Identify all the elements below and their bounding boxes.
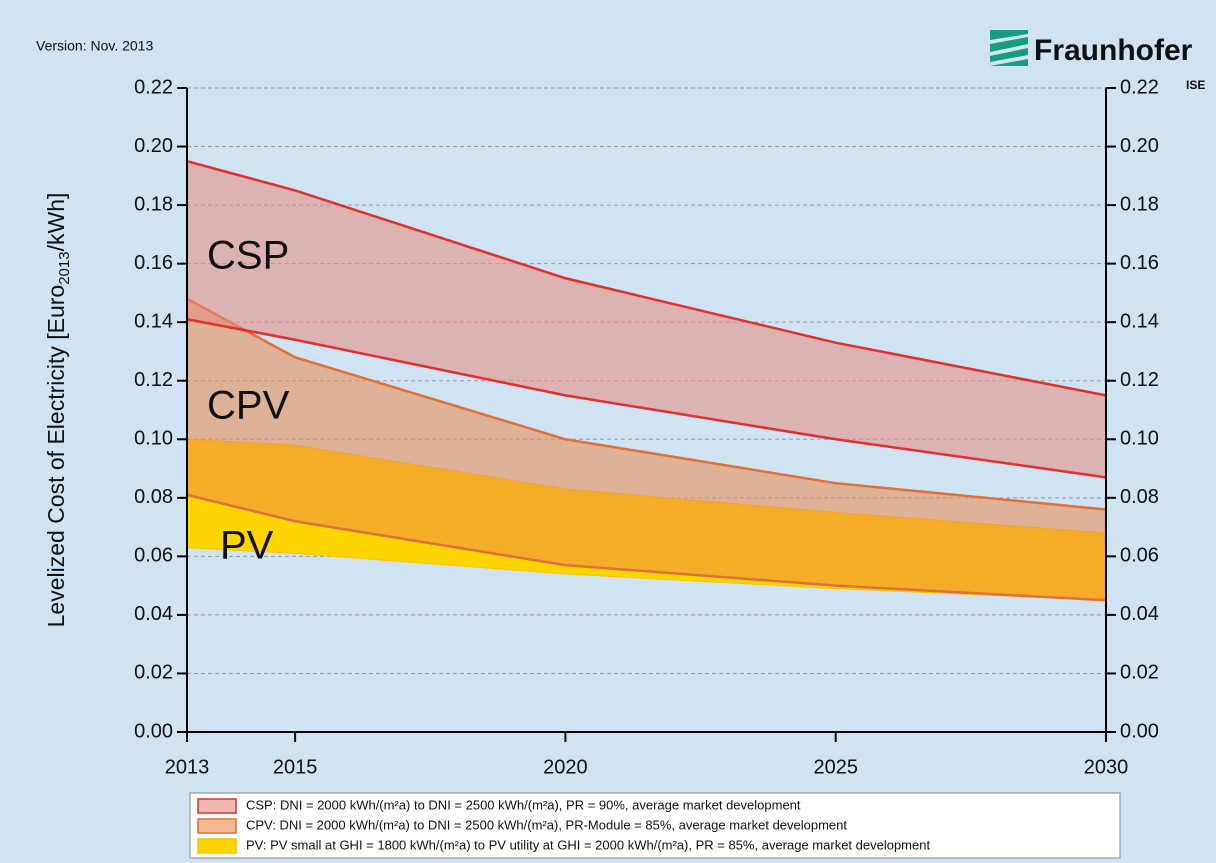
y2-tick-label: 0.00 bbox=[1120, 720, 1159, 742]
y2-tick-label: 0.14 bbox=[1120, 310, 1159, 332]
y-label-sub: 2013 bbox=[56, 251, 73, 284]
y-tick-label: 0.20 bbox=[134, 135, 173, 157]
x-tick-label: 2025 bbox=[813, 756, 858, 778]
y-tick-label: 0.22 bbox=[134, 76, 173, 98]
y-tick-label: 0.06 bbox=[134, 545, 173, 567]
band-upper-line bbox=[186, 159, 1107, 397]
y2-tick-label: 0.18 bbox=[1120, 193, 1159, 215]
y2-tick-label: 0.10 bbox=[1120, 428, 1159, 450]
band-lower-line bbox=[186, 547, 1107, 601]
legend-label: CSP: DNI = 2000 kWh/(m²a) to DNI = 2500 … bbox=[246, 797, 801, 812]
y2-tick-label: 0.22 bbox=[1120, 76, 1159, 98]
band-lower-line bbox=[186, 493, 1107, 602]
legend-swatch bbox=[197, 798, 237, 814]
band-fill bbox=[187, 161, 1106, 478]
legend-label: PV: PV small at GHI = 1800 kWh/(m²a) to … bbox=[246, 837, 930, 852]
y2-tick-label: 0.04 bbox=[1120, 603, 1159, 625]
y-label-part: Levelized Cost of Electricity [Euro bbox=[43, 285, 69, 628]
y-tick-label: 0.08 bbox=[134, 486, 173, 508]
y-tick-label: 0.00 bbox=[134, 720, 173, 742]
y-tick-label: 0.12 bbox=[134, 369, 173, 391]
band-lower-line bbox=[186, 318, 1107, 479]
y-tick-label: 0.14 bbox=[134, 310, 173, 332]
legend-swatch bbox=[197, 818, 237, 834]
brand: Fraunhofer bbox=[1034, 34, 1193, 67]
x-tick-label: 2015 bbox=[273, 756, 318, 778]
band-label: CPV bbox=[207, 384, 290, 428]
y2-tick-label: 0.08 bbox=[1120, 486, 1159, 508]
y-tick-label: 0.04 bbox=[134, 603, 173, 625]
y2-tick-label: 0.06 bbox=[1120, 545, 1159, 567]
y2-tick-label: 0.12 bbox=[1120, 369, 1159, 391]
x-tick-label: 2030 bbox=[1084, 756, 1129, 778]
y-tick-label: 0.18 bbox=[134, 193, 173, 215]
x-tick-label: 2020 bbox=[543, 756, 588, 778]
legend-label: CPV: DNI = 2000 kWh/(m²a) to DNI = 2500 … bbox=[246, 817, 847, 832]
y-tick-label: 0.16 bbox=[134, 252, 173, 274]
band-upper-line bbox=[186, 297, 1107, 511]
y-axis-label: Levelized Cost of Electricity [Euro2013/… bbox=[43, 193, 73, 628]
legend-swatch bbox=[197, 838, 237, 854]
y2-tick-label: 0.16 bbox=[1120, 252, 1159, 274]
band-label: CSP bbox=[207, 234, 289, 278]
band-fill bbox=[187, 298, 1106, 601]
band-label: PV bbox=[220, 524, 274, 568]
logo-icon bbox=[990, 30, 1028, 66]
y-label-part: /kWh] bbox=[43, 193, 69, 252]
x-tick-label: 2013 bbox=[165, 756, 210, 778]
version: Version: Nov. 2013 bbox=[36, 38, 153, 54]
y2-tick-label: 0.02 bbox=[1120, 662, 1159, 684]
y-tick-label: 0.02 bbox=[134, 662, 173, 684]
brand-sub: ISE bbox=[1186, 78, 1205, 92]
legend bbox=[189, 792, 1121, 859]
y2-tick-label: 0.20 bbox=[1120, 135, 1159, 157]
y-tick-label: 0.10 bbox=[134, 428, 173, 450]
